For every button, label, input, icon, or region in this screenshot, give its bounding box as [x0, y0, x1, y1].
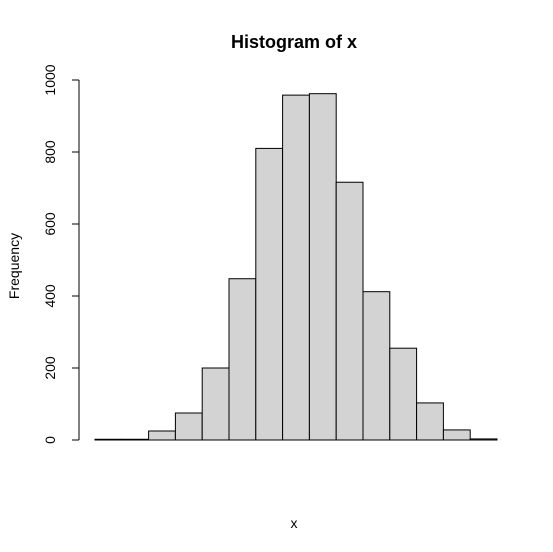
histogram-bar-4: [201, 367, 230, 441]
histogram-bar-14: [469, 438, 498, 441]
x-axis-label: x: [291, 515, 298, 531]
y-tick-label-1000: 1000: [42, 64, 58, 95]
histogram-bar-11: [389, 347, 418, 441]
bars-group: [94, 93, 498, 441]
histogram-bar-2: [148, 430, 176, 441]
histogram-bar-8: [308, 93, 337, 441]
histogram-bar-0: [94, 438, 123, 441]
y-tick-label-600: 600: [42, 212, 58, 236]
histogram-bar-10: [362, 291, 391, 441]
histogram-bar-13: [442, 429, 471, 441]
y-axis: 0 200 400 600 800 1000: [42, 64, 80, 444]
histogram-bar-5: [228, 278, 257, 441]
histogram-bar-3: [174, 412, 203, 441]
y-tick-label-800: 800: [42, 140, 58, 164]
chart-title: Histogram of x: [231, 32, 357, 52]
histogram-bar-7: [282, 94, 310, 441]
y-tick-label-0: 0: [42, 436, 58, 444]
y-tick-label-400: 400: [42, 284, 58, 308]
histogram-bar-6: [255, 147, 284, 441]
histogram-bar-12: [416, 402, 444, 441]
y-tick-label-200: 200: [42, 356, 58, 380]
histogram-bar-1: [121, 438, 150, 441]
y-axis-label: Frequency: [6, 233, 22, 299]
histogram-bar-9: [335, 181, 364, 441]
